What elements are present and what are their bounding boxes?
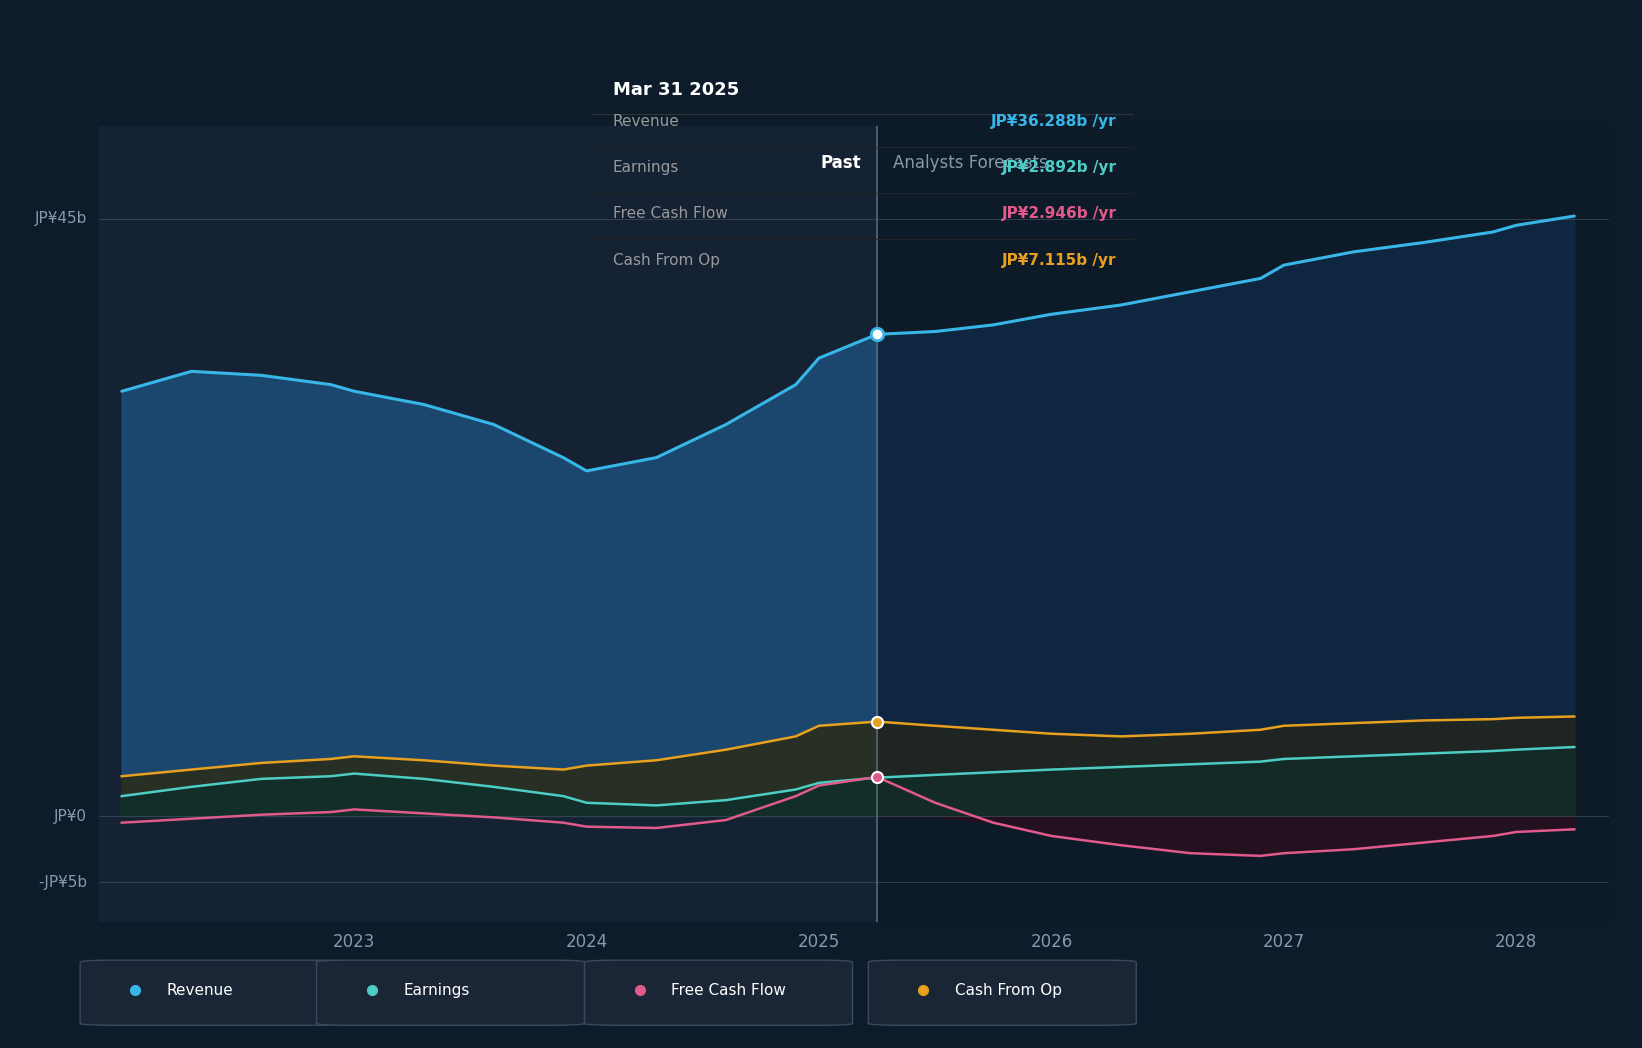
FancyBboxPatch shape (585, 960, 852, 1025)
Text: Revenue: Revenue (612, 114, 680, 129)
Text: JP¥2.946b /yr: JP¥2.946b /yr (1002, 206, 1117, 221)
Text: JP¥2.892b /yr: JP¥2.892b /yr (1002, 160, 1117, 175)
Bar (99, 126, 877, 922)
Text: Cash From Op: Cash From Op (612, 253, 719, 267)
Text: Cash From Op: Cash From Op (956, 983, 1062, 998)
FancyBboxPatch shape (317, 960, 585, 1025)
Text: Earnings: Earnings (612, 160, 680, 175)
FancyBboxPatch shape (80, 960, 348, 1025)
Text: JP¥7.115b /yr: JP¥7.115b /yr (1002, 253, 1117, 267)
Text: Earnings: Earnings (404, 983, 470, 998)
Text: -JP¥5b: -JP¥5b (38, 875, 87, 890)
Bar (877, 126, 1609, 922)
FancyBboxPatch shape (869, 960, 1136, 1025)
Text: Past: Past (821, 154, 860, 172)
Text: JP¥45b: JP¥45b (34, 212, 87, 226)
Text: Revenue: Revenue (167, 983, 233, 998)
Text: Free Cash Flow: Free Cash Flow (612, 206, 727, 221)
Text: Free Cash Flow: Free Cash Flow (672, 983, 787, 998)
Text: JP¥36.288b /yr: JP¥36.288b /yr (992, 114, 1117, 129)
Text: Mar 31 2025: Mar 31 2025 (612, 82, 739, 100)
Text: Analysts Forecasts: Analysts Forecasts (893, 154, 1048, 172)
Text: JP¥0: JP¥0 (54, 809, 87, 824)
